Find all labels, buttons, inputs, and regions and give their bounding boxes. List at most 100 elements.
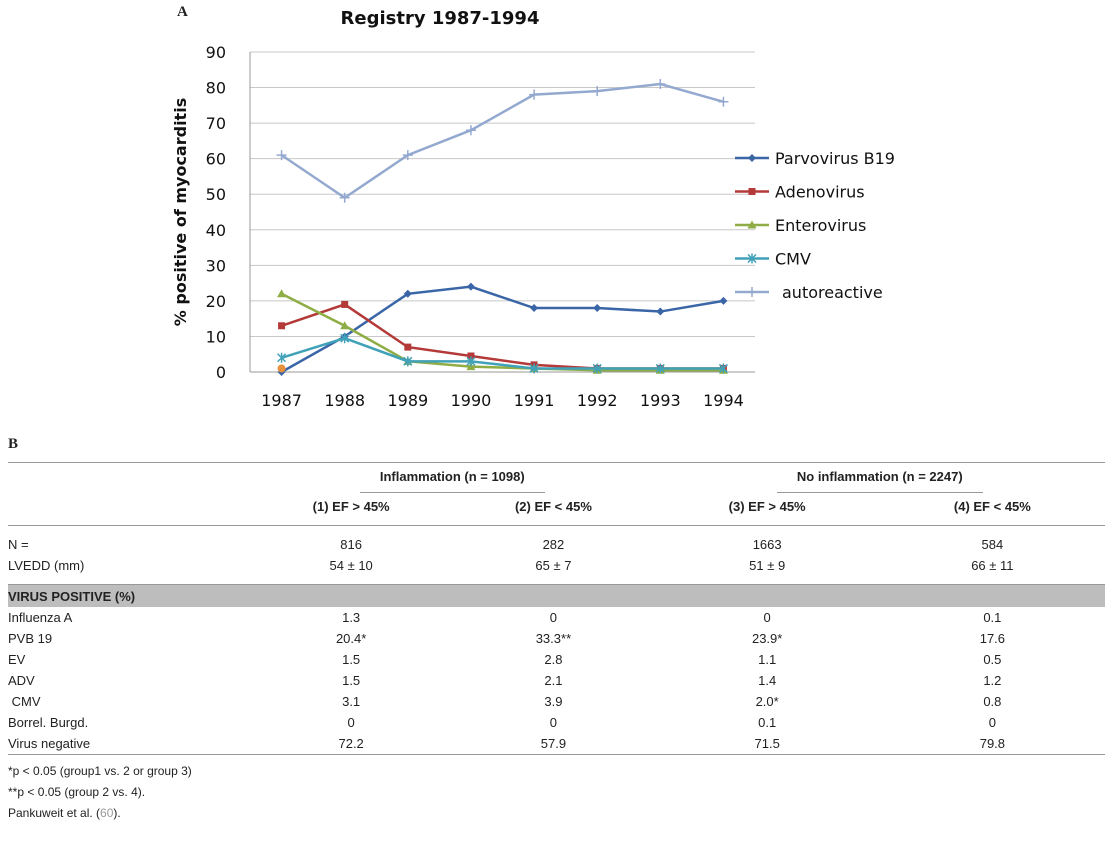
table-cell: 3.9 — [544, 694, 563, 709]
table-row: LVEDD (mm) 54 ± 10 65 ± 7 51 ± 9 66 ± 11 — [8, 555, 1105, 576]
table-cell: 23.9* — [751, 631, 783, 646]
source-suffix: ). — [113, 806, 121, 820]
data-point — [277, 352, 287, 363]
legend-label: autoreactive — [782, 283, 883, 302]
footnotes: *p < 0.05 (group1 vs. 2 or group 3) **p … — [8, 761, 1105, 824]
data-point — [277, 289, 287, 298]
row-label: Virus negative — [8, 736, 91, 751]
row-label: Influenza A — [8, 610, 73, 625]
panel-a-label: A — [177, 4, 188, 20]
table-cell: 282 — [542, 537, 565, 552]
table-cell: 0 — [988, 715, 996, 730]
group-header-inflammation: Inflammation (n = 1098) — [359, 469, 545, 493]
data-point — [529, 89, 540, 100]
x-tick-label: 1988 — [324, 391, 365, 410]
data-point — [592, 86, 603, 97]
row-label: PVB 19 — [8, 631, 53, 646]
legend-marker — [747, 220, 757, 229]
data-point — [466, 356, 476, 367]
series-line — [280, 285, 724, 374]
data-point — [530, 304, 539, 312]
table-cell: 1663 — [752, 537, 782, 552]
data-point — [466, 282, 475, 291]
footnote-1: *p < 0.05 (group1 vs. 2 or group 3) — [8, 764, 192, 778]
y-tick-label: 80 — [206, 79, 226, 98]
table-cell: 17.6 — [979, 631, 1006, 646]
source-ref-link[interactable]: 60 — [100, 806, 114, 820]
data-point — [529, 363, 539, 374]
data-point — [592, 363, 602, 374]
table-cell: 3.1 — [342, 694, 361, 709]
data-point — [593, 304, 602, 312]
data-point — [404, 343, 412, 351]
table-cell: 1.2 — [983, 673, 1002, 688]
data-point — [718, 96, 729, 107]
table-cell: 57.9 — [540, 736, 567, 751]
x-tick-label: 1990 — [451, 391, 492, 410]
source-note: Pankuweit et al. (60). — [8, 803, 1105, 824]
panel-b-label: B — [8, 436, 19, 452]
data-point — [719, 296, 728, 305]
data-point — [339, 192, 350, 203]
table-row: N = 816 282 1663 584 — [8, 534, 1105, 555]
data-point — [402, 150, 413, 161]
table-cell: 816 — [340, 537, 362, 552]
data-point — [467, 352, 475, 360]
x-tick-label: 1992 — [577, 391, 618, 410]
x-tick-label: 1987 — [261, 391, 302, 410]
y-tick-label: 50 — [206, 185, 226, 204]
legend-marker — [747, 253, 757, 264]
table-cell: 65 ± 7 — [535, 558, 572, 573]
table-cell: 0.8 — [983, 694, 1002, 709]
subheader-1: (1) EF > 45% — [312, 499, 390, 514]
y-tick-label: 30 — [206, 256, 226, 275]
section-title: VIRUS POSITIVE (%) — [8, 584, 1105, 607]
table-row: Influenza A 1.3 0 0 0.1 — [8, 607, 1105, 628]
table-cell: 51 ± 9 — [749, 558, 786, 573]
table-cell: 66 ± 11 — [971, 558, 1014, 573]
table-cell: 0 — [549, 610, 558, 625]
y-tick-label: 40 — [206, 221, 226, 240]
table-row: ADV 1.5 2.1 1.4 1.2 — [8, 670, 1105, 691]
table-row: EV 1.5 2.8 1.1 0.5 — [8, 649, 1105, 670]
legend-label: Adenovirus — [775, 183, 865, 202]
table-row: PVB 19 20.4* 33.3** 23.9* 17.6 — [8, 628, 1105, 649]
legend-label: Enterovirus — [775, 216, 866, 235]
group-header-no-inflammation: No inflammation (n = 2247) — [776, 469, 983, 493]
table-cell: 54 ± 10 — [329, 558, 373, 573]
line-chart: Registry 1987-1994 0 10 20 30 40 50 60 70 80 90 198… — [171, 8, 895, 410]
table-cell: 20.4* — [335, 631, 367, 646]
data-point — [278, 322, 286, 330]
chart-title: Registry 1987-1994 — [341, 8, 540, 29]
legend-label: CMV — [775, 250, 811, 269]
data-point — [276, 150, 287, 161]
data-point — [655, 79, 666, 89]
x-tick-label: 1989 — [387, 391, 428, 410]
y-tick-label: 20 — [206, 292, 226, 311]
table-cell: 0 — [549, 715, 558, 730]
table-cell: 1.1 — [758, 652, 777, 667]
subheader-2: (2) EF < 45% — [514, 499, 592, 514]
series-line — [281, 336, 724, 370]
table-cell: 0.5 — [983, 652, 1002, 667]
row-label: CMV — [8, 694, 41, 709]
results-table-area: Inflammation (n = 1098) No inflammation … — [8, 462, 1105, 824]
table-row: CMV 3.1 3.9 2.0* 0.8 — [8, 691, 1105, 712]
table-cell: 2.1 — [544, 673, 563, 688]
source-text: Pankuweit et al. ( — [8, 806, 101, 820]
data-point — [340, 333, 350, 344]
table-cell: 0.1 — [983, 610, 1002, 625]
table-cell: 0 — [347, 715, 355, 730]
results-table: Inflammation (n = 1098) No inflammation … — [8, 462, 1105, 757]
row-label: ADV — [8, 673, 35, 688]
data-point — [656, 307, 665, 316]
table-cell: 584 — [981, 537, 1004, 552]
row-label: Borrel. Burgd. — [8, 715, 89, 730]
table-cell: 1.5 — [342, 652, 361, 667]
legend-marker — [747, 287, 757, 297]
data-point — [403, 356, 413, 367]
data-point — [465, 125, 476, 136]
table-cell: 79.8 — [979, 736, 1006, 751]
table-cell: 0.1 — [758, 715, 777, 730]
x-tick-label: 1994 — [703, 391, 744, 410]
